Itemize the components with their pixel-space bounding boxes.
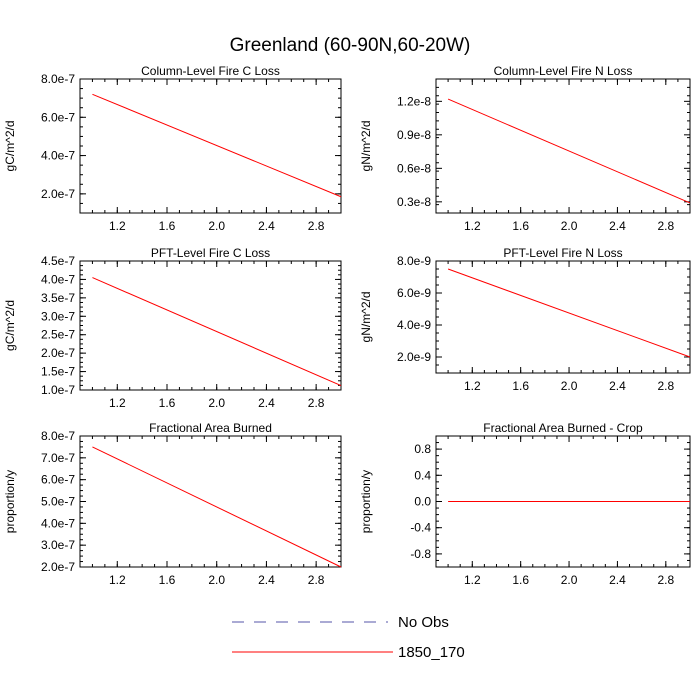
chart-title: Fractional Area Burned <box>149 421 272 435</box>
y-tick-label: 0.3e-8 <box>397 195 431 209</box>
y-tick-label: -0.4 <box>410 521 431 535</box>
y-tick-label: -0.8 <box>410 547 431 561</box>
y-tick-label: 6.0e-7 <box>41 473 75 487</box>
y-axis-label: gN/m^2/d <box>359 292 373 343</box>
x-tick-label: 2.0 <box>208 396 225 410</box>
legend-label: 1850_170 <box>398 644 465 661</box>
x-tick-label: 1.6 <box>512 379 529 393</box>
x-tick-label: 1.6 <box>159 219 176 233</box>
chart-panel: Fractional Area Burned - Crop proportion/… <box>359 421 691 587</box>
y-tick-label: 4.0e-7 <box>41 516 75 530</box>
chart-title: Column-Level Fire C Loss <box>141 64 280 78</box>
y-axis-label: gN/m^2/d <box>359 121 373 172</box>
x-tick-label: 2.0 <box>208 219 225 233</box>
y-axis-label: proportion/y <box>359 470 373 533</box>
x-tick-label: 2.4 <box>609 573 626 587</box>
legend: No Obs 1850_170 <box>232 614 465 661</box>
x-tick-label: 1.6 <box>512 573 529 587</box>
y-tick-label: 1.0e-7 <box>41 383 75 397</box>
legend-label: No Obs <box>398 614 449 631</box>
x-tick-label: 2.8 <box>657 219 674 233</box>
x-tick-label: 2.4 <box>258 396 275 410</box>
series-line <box>92 277 342 387</box>
plot-frame <box>79 260 342 391</box>
x-tick-label: 2.8 <box>657 379 674 393</box>
y-tick-label: 1.2e-8 <box>397 94 431 108</box>
chart-title: Column-Level Fire N Loss <box>494 64 633 78</box>
y-tick-label: 2.0e-7 <box>41 187 75 201</box>
y-tick-label: 2.0e-7 <box>41 346 75 360</box>
x-tick-label: 1.2 <box>464 573 481 587</box>
y-tick-label: 5.0e-7 <box>41 495 75 509</box>
plot-frame <box>79 435 342 568</box>
x-tick-label: 1.6 <box>159 396 176 410</box>
y-tick-label: 8.0e-7 <box>41 72 75 86</box>
panels: Column-Level Fire C Loss gC/m^2/d 1.2 1.6 2.… <box>3 64 691 587</box>
y-tick-label: 1.5e-7 <box>41 365 75 379</box>
plot-frame <box>79 78 342 214</box>
x-tick-label: 1.2 <box>464 219 481 233</box>
plot-frame <box>435 78 691 214</box>
chart-title: PFT-Level Fire N Loss <box>503 246 622 260</box>
x-tick-label: 2.0 <box>561 573 578 587</box>
x-tick-label: 2.0 <box>208 573 225 587</box>
x-tick-label: 2.4 <box>609 219 626 233</box>
y-axis-label: gC/m^2/d <box>3 300 17 351</box>
y-tick-label: 4.0e-7 <box>41 272 75 286</box>
y-tick-label: 4.5e-7 <box>41 254 75 268</box>
y-tick-label: 0.9e-8 <box>397 128 431 142</box>
chart-panel: Column-Level Fire N Loss gN/m^2/d 1.2 1.6 2.… <box>359 64 691 233</box>
y-tick-label: 4.0e-7 <box>41 149 75 163</box>
x-tick-label: 2.4 <box>609 379 626 393</box>
chart-panel: Column-Level Fire C Loss gC/m^2/d 1.2 1.6 2.… <box>3 64 342 233</box>
x-tick-label: 2.4 <box>258 219 275 233</box>
x-tick-label: 2.8 <box>308 573 325 587</box>
y-tick-label: 6.0e-9 <box>397 286 431 300</box>
y-tick-label: 6.0e-7 <box>41 110 75 124</box>
series-line <box>447 268 691 358</box>
y-tick-label: 8.0e-9 <box>397 254 431 268</box>
x-tick-label: 1.2 <box>109 396 126 410</box>
x-tick-label: 1.6 <box>512 219 529 233</box>
x-tick-label: 2.0 <box>561 219 578 233</box>
y-tick-label: 2.5e-7 <box>41 328 75 342</box>
y-tick-label: 7.0e-7 <box>41 451 75 465</box>
x-tick-label: 2.4 <box>258 573 275 587</box>
chart-panel: Fractional Area Burned proportion/y 1.2 1.6… <box>3 421 342 587</box>
y-tick-label: 2.0e-7 <box>41 560 75 574</box>
x-tick-label: 1.6 <box>159 573 176 587</box>
x-tick-label: 1.2 <box>109 219 126 233</box>
series-line <box>447 98 691 204</box>
y-tick-label: 3.5e-7 <box>41 291 75 305</box>
x-tick-label: 2.8 <box>657 573 674 587</box>
y-axis-label: gC/m^2/d <box>3 121 17 172</box>
y-tick-label: 3.0e-7 <box>41 309 75 323</box>
x-tick-label: 2.0 <box>561 379 578 393</box>
series-line <box>92 446 342 568</box>
y-tick-label: 3.0e-7 <box>41 538 75 552</box>
chart-panel: PFT-Level Fire C Loss gC/m^2/d 1.2 1.6 2.0 2.… <box>3 246 342 410</box>
y-tick-label: 4.0e-9 <box>397 318 431 332</box>
y-tick-label: 0.8 <box>414 442 431 456</box>
chart-title: Fractional Area Burned - Crop <box>483 421 643 435</box>
y-axis-label: proportion/y <box>3 470 17 533</box>
y-tick-label: 8.0e-7 <box>41 429 75 443</box>
y-tick-label: 0.0 <box>414 495 431 509</box>
x-tick-label: 1.2 <box>109 573 126 587</box>
x-tick-label: 2.8 <box>308 219 325 233</box>
y-tick-label: 0.4 <box>414 468 431 482</box>
plot-frame <box>435 260 691 374</box>
page-title: Greenland (60-90N,60-20W) <box>230 35 471 56</box>
series-line <box>92 93 342 198</box>
x-tick-label: 2.8 <box>308 396 325 410</box>
y-tick-label: 2.0e-9 <box>397 350 431 364</box>
chart-panel: PFT-Level Fire N Loss gN/m^2/d 1.2 1.6 2.0 2.… <box>359 246 691 393</box>
chart-title: PFT-Level Fire C Loss <box>151 246 270 260</box>
x-tick-label: 1.2 <box>464 379 481 393</box>
y-tick-label: 0.6e-8 <box>397 161 431 175</box>
